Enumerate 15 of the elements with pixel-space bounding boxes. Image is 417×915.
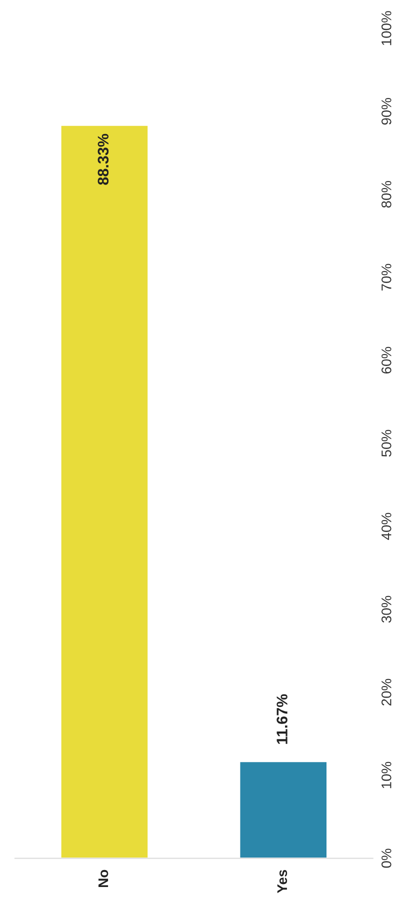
y-tick-label: 0% — [382, 848, 392, 868]
data-label: 11.67% — [276, 694, 288, 744]
x-tick-label: No — [98, 870, 108, 887]
y-tick-label: 30% — [382, 596, 392, 623]
x-tick-label: Yes — [277, 870, 288, 894]
y-tick-label: 50% — [382, 430, 392, 457]
y-tick-label: 10% — [382, 762, 392, 788]
y-tick-label: 100% — [382, 11, 392, 46]
y-tick-label: 60% — [382, 346, 392, 374]
y-tick-label: 70% — [382, 264, 392, 291]
y-tick-label: 80% — [382, 180, 392, 208]
y-tick-label: 40% — [382, 512, 392, 540]
data-label: 88.33% — [98, 134, 109, 185]
y-tick-label: 90% — [382, 98, 392, 125]
y-tick-label: 20% — [382, 678, 392, 706]
